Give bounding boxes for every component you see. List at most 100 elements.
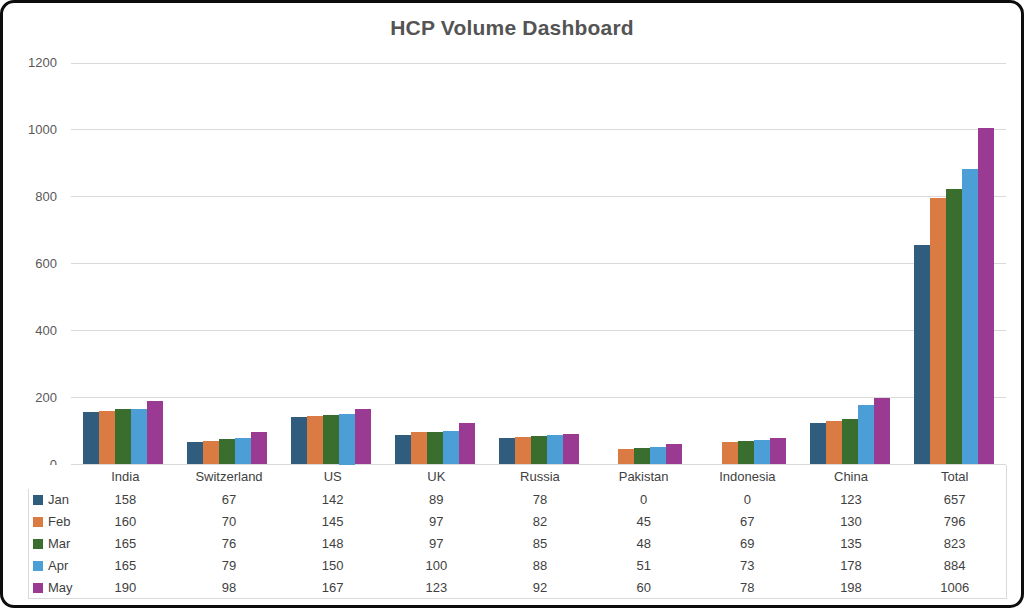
table-header-cell: Switzerland (178, 465, 281, 488)
bar-may-total (978, 128, 994, 465)
table-value-cell: 198 (800, 577, 903, 598)
bar-feb-uk (411, 432, 427, 464)
table-value-cell: 657 (903, 489, 1006, 510)
bar-apr-indonesia (754, 440, 770, 464)
table-value-cell: 82 (489, 511, 592, 532)
series-label: Jan (48, 492, 69, 507)
table-value-cell: 70 (178, 511, 281, 532)
table-row-label: May (28, 577, 73, 598)
bar-mar-total (946, 189, 962, 464)
table-value-cell: 98 (178, 577, 281, 598)
table-value-cell: 51 (592, 555, 695, 576)
table-value-cell: 73 (696, 555, 799, 576)
table-value-cell: 89 (385, 489, 488, 510)
y-gridline (71, 129, 1006, 130)
table-value-cell: 60 (592, 577, 695, 598)
bar-may-uk (459, 423, 475, 464)
table-value-cell: 78 (696, 577, 799, 598)
table-value-cell: 178 (800, 555, 903, 576)
bar-mar-indonesia (738, 441, 754, 464)
table-header-cell: Pakistan (592, 465, 695, 488)
y-gridline (71, 263, 1006, 264)
table-value-cell: 145 (281, 511, 384, 532)
bar-apr-us (339, 414, 355, 464)
table-header-cell: India (74, 465, 177, 488)
bar-apr-russia (547, 435, 563, 464)
bar-feb-us (307, 416, 323, 465)
table-value-cell: 79 (178, 555, 281, 576)
bar-jan-us (291, 417, 307, 465)
table-value-cell: 100 (385, 555, 488, 576)
chart-data-table: IndiaSwitzerlandUSUKRussiaPakistanIndone… (28, 465, 1006, 598)
bar-jan-russia (499, 438, 515, 464)
table-header-cell: US (281, 465, 384, 488)
y-gridline (71, 330, 1006, 331)
bar-jan-total (914, 245, 930, 465)
bar-jan-china (810, 423, 826, 464)
table-value-cell: 48 (592, 533, 695, 554)
bar-may-china (874, 398, 890, 464)
series-label: Feb (48, 514, 70, 529)
table-value-cell: 160 (74, 511, 177, 532)
bar-feb-india (99, 411, 115, 465)
bar-may-pakistan (666, 444, 682, 464)
y-gridline (71, 196, 1006, 197)
table-header-cell: China (800, 465, 903, 488)
bar-feb-switzerland (203, 441, 219, 464)
table-header-cell: Russia (489, 465, 592, 488)
bar-mar-uk (427, 432, 443, 464)
y-axis-tick-label: 600 (3, 256, 57, 272)
table-corner-cell (28, 465, 73, 488)
table-value-cell: 67 (178, 489, 281, 510)
bar-may-india (147, 401, 163, 465)
series-label: Mar (48, 536, 70, 551)
bar-mar-switzerland (219, 439, 235, 464)
table-value-cell: 123 (385, 577, 488, 598)
bar-mar-russia (531, 436, 547, 464)
bar-apr-switzerland (235, 438, 251, 464)
bar-feb-russia (515, 437, 531, 464)
table-value-cell: 796 (903, 511, 1006, 532)
table-value-cell: 148 (281, 533, 384, 554)
bar-jan-uk (395, 435, 411, 465)
table-row-label: Mar (28, 533, 73, 554)
table-value-cell: 884 (903, 555, 1006, 576)
table-value-cell: 150 (281, 555, 384, 576)
bar-jan-switzerland (187, 442, 203, 464)
y-axis-tick-label: 1200 (3, 55, 57, 71)
bar-apr-china (858, 405, 874, 465)
table-value-cell: 165 (74, 555, 177, 576)
bar-may-switzerland (251, 432, 267, 465)
table-value-cell: 135 (800, 533, 903, 554)
series-label: Apr (48, 558, 68, 573)
bar-may-us (355, 409, 371, 465)
table-value-cell: 130 (800, 511, 903, 532)
y-axis-tick-label: 1000 (3, 122, 57, 138)
table-border (28, 489, 29, 599)
table-value-cell: 88 (489, 555, 592, 576)
bar-mar-us (323, 415, 339, 465)
bar-may-indonesia (770, 438, 786, 464)
table-row-label: Jan (28, 489, 73, 510)
table-value-cell: 0 (696, 489, 799, 510)
table-border (28, 598, 1007, 599)
y-axis-tick-label: 200 (3, 390, 57, 406)
bar-apr-uk (443, 431, 459, 464)
table-value-cell: 76 (178, 533, 281, 554)
bar-jan-india (83, 412, 99, 465)
table-value-cell: 1006 (903, 577, 1006, 598)
legend-swatch-feb (33, 517, 43, 527)
table-value-cell: 67 (696, 511, 799, 532)
table-value-cell: 0 (592, 489, 695, 510)
table-header-cell: UK (385, 465, 488, 488)
table-value-cell: 190 (74, 577, 177, 598)
bar-apr-total (962, 169, 978, 465)
y-gridline (71, 63, 1006, 64)
bar-feb-indonesia (722, 442, 738, 464)
table-value-cell: 69 (696, 533, 799, 554)
table-value-cell: 165 (74, 533, 177, 554)
bar-feb-pakistan (618, 449, 634, 464)
table-row-label: Feb (28, 511, 73, 532)
table-header-cell: Total (903, 465, 1006, 488)
table-value-cell: 85 (489, 533, 592, 554)
